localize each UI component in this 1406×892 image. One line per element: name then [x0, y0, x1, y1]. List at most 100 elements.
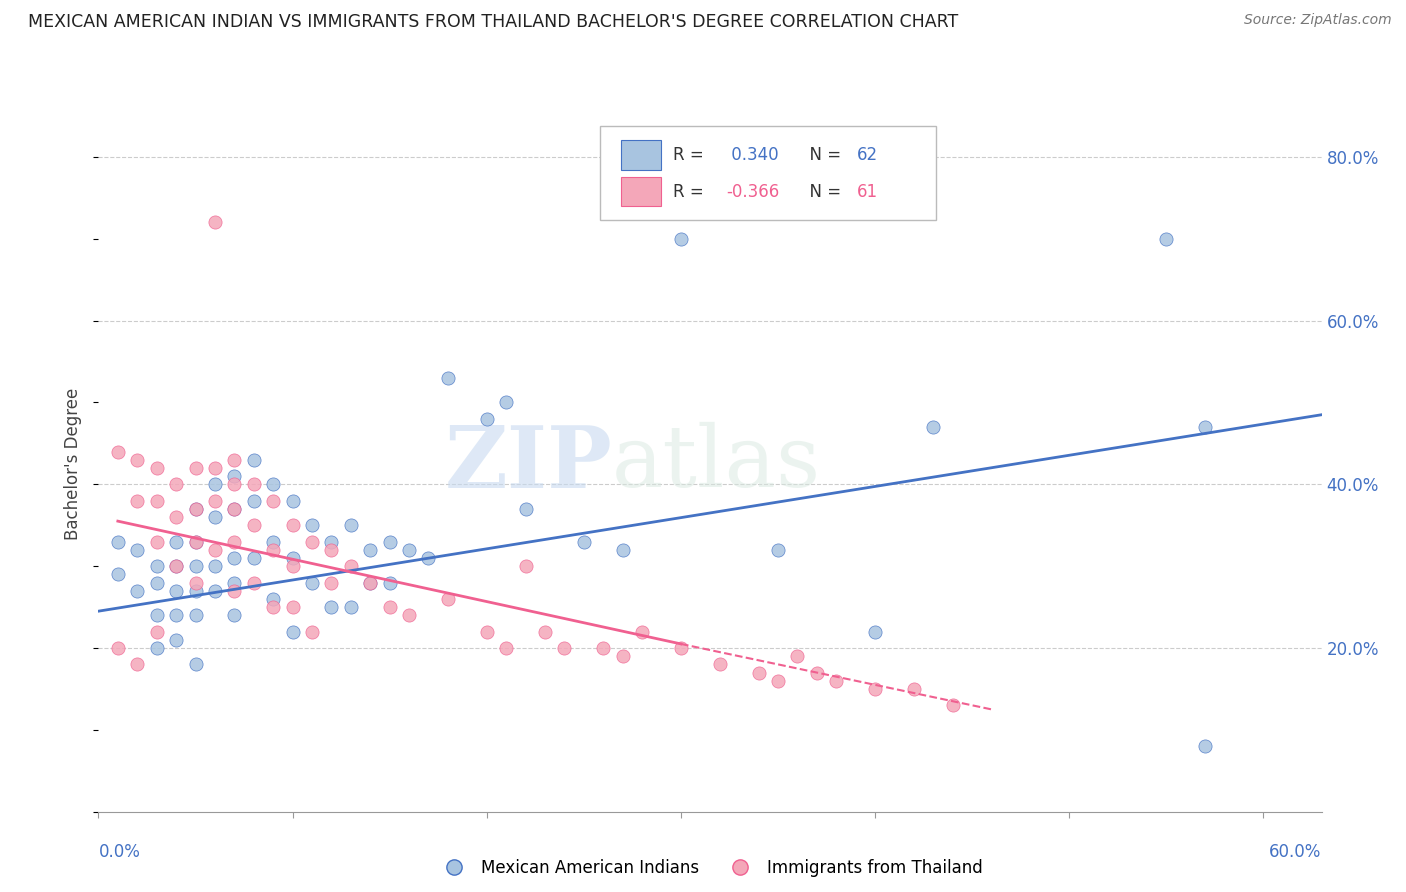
Point: [262, 477, 284, 491]
Point: [165, 632, 187, 647]
Point: [165, 583, 187, 598]
Point: [204, 542, 226, 557]
Point: [301, 575, 323, 590]
Point: [281, 493, 304, 508]
Point: [184, 608, 207, 623]
Point: [281, 559, 304, 574]
Point: [495, 640, 517, 655]
Point: [301, 624, 323, 639]
Point: [184, 583, 207, 598]
Point: [553, 640, 575, 655]
Text: R =: R =: [673, 146, 710, 164]
Point: [378, 534, 401, 549]
Point: [1156, 232, 1178, 246]
Point: [806, 665, 828, 680]
Text: N =: N =: [800, 146, 846, 164]
Point: [863, 624, 886, 639]
Text: N =: N =: [800, 183, 846, 201]
Point: [145, 575, 167, 590]
Point: [437, 371, 460, 385]
Point: [127, 542, 149, 557]
Point: [242, 551, 264, 566]
FancyBboxPatch shape: [620, 178, 661, 206]
Point: [184, 534, 207, 549]
Point: [224, 501, 246, 516]
Point: [631, 624, 654, 639]
Point: [437, 591, 460, 606]
Point: [224, 575, 246, 590]
Point: [709, 657, 731, 672]
Point: [224, 551, 246, 566]
Point: [398, 542, 420, 557]
Point: [165, 477, 187, 491]
Point: [378, 600, 401, 615]
Point: [204, 583, 226, 598]
Point: [321, 534, 343, 549]
Point: [242, 493, 264, 508]
Point: [145, 559, 167, 574]
Point: [204, 493, 226, 508]
Point: [165, 608, 187, 623]
Point: [281, 518, 304, 533]
Point: [165, 510, 187, 524]
Point: [184, 575, 207, 590]
Point: [321, 575, 343, 590]
Text: atlas: atlas: [612, 422, 821, 506]
Point: [224, 477, 246, 491]
Point: [184, 534, 207, 549]
Point: [766, 542, 789, 557]
Point: [515, 559, 537, 574]
Point: [242, 477, 264, 491]
Point: [204, 559, 226, 574]
Point: [224, 469, 246, 483]
Point: [378, 575, 401, 590]
Point: [495, 395, 517, 409]
Point: [418, 551, 440, 566]
Point: [748, 665, 770, 680]
Point: [359, 575, 381, 590]
Text: 60.0%: 60.0%: [1270, 843, 1322, 861]
Point: [1194, 739, 1216, 754]
Point: [127, 583, 149, 598]
Point: [262, 534, 284, 549]
Point: [127, 657, 149, 672]
Point: [224, 501, 246, 516]
Point: [321, 542, 343, 557]
Point: [145, 461, 167, 475]
FancyBboxPatch shape: [620, 140, 661, 169]
Point: [534, 624, 557, 639]
Point: [107, 534, 129, 549]
Point: [204, 461, 226, 475]
Point: [184, 559, 207, 574]
Point: [863, 681, 886, 696]
Point: [242, 452, 264, 467]
Point: [475, 412, 498, 426]
Point: [184, 501, 207, 516]
Point: [359, 542, 381, 557]
Point: [1194, 420, 1216, 434]
Point: [224, 583, 246, 598]
Point: [669, 232, 692, 246]
Text: R =: R =: [673, 183, 710, 201]
Point: [612, 649, 634, 664]
Point: [224, 452, 246, 467]
Point: [204, 477, 226, 491]
Point: [127, 493, 149, 508]
Point: [922, 420, 945, 434]
Point: [321, 600, 343, 615]
Point: [281, 624, 304, 639]
Point: [184, 501, 207, 516]
Point: [669, 640, 692, 655]
Y-axis label: Bachelor's Degree: Bachelor's Degree: [65, 388, 83, 540]
Point: [766, 673, 789, 688]
Point: [127, 452, 149, 467]
Point: [165, 534, 187, 549]
Point: [515, 501, 537, 516]
Point: [281, 600, 304, 615]
Point: [145, 534, 167, 549]
Text: 62: 62: [856, 146, 877, 164]
Point: [340, 559, 363, 574]
Text: MEXICAN AMERICAN INDIAN VS IMMIGRANTS FROM THAILAND BACHELOR'S DEGREE CORRELATIO: MEXICAN AMERICAN INDIAN VS IMMIGRANTS FR…: [28, 13, 959, 31]
Text: 0.340: 0.340: [725, 146, 779, 164]
Point: [107, 640, 129, 655]
